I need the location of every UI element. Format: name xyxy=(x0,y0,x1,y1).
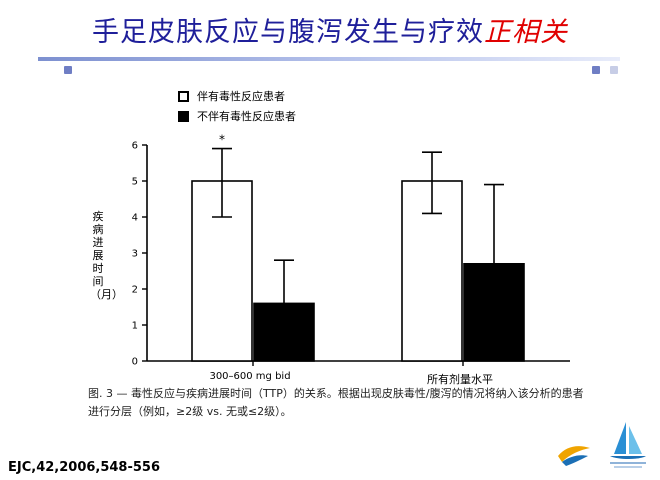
x-category-label: 所有剂量水平 xyxy=(427,373,493,386)
rule-dot xyxy=(610,66,618,74)
bar xyxy=(463,262,525,362)
figure-caption: 图. 3 — 毒性反应与疾病进展时间（TTP）的关系。根据出现皮肤毒性/腹泻的情… xyxy=(88,387,584,418)
title-rule xyxy=(38,57,620,61)
significance-marker: * xyxy=(219,133,225,147)
slide-title: 手足皮肤反应与腹泻发生与疗效正相关 xyxy=(0,10,660,49)
y-tick-label: 0 xyxy=(132,357,138,368)
y-tick-label: 5 xyxy=(132,177,138,188)
title-main: 手足皮肤反应与腹泻发生与疗效 xyxy=(92,17,484,48)
y-tick-label: 4 xyxy=(132,213,138,224)
y-tick-label: 6 xyxy=(132,141,138,152)
y-tick-label: 3 xyxy=(132,249,138,260)
rule-dot xyxy=(64,66,72,74)
y-tick-label: 2 xyxy=(132,285,138,296)
bar xyxy=(253,302,315,362)
legend-swatch-open xyxy=(178,90,189,102)
rule-dot xyxy=(592,66,600,74)
sail-logo xyxy=(610,422,646,468)
legend-label: 不伴有毒性反应患者 xyxy=(197,110,296,123)
title-emphasis: 正相关 xyxy=(484,17,568,48)
x-category-label: 300–600 mg bid xyxy=(209,371,291,382)
legend-swatch-filled xyxy=(178,110,189,122)
y-tick-label: 1 xyxy=(132,321,138,332)
legend-item-without-toxicity: 不伴有毒性反应患者 xyxy=(178,108,296,124)
conference-logo xyxy=(558,446,590,466)
legend-item-with-toxicity: 伴有毒性反应患者 xyxy=(178,88,285,104)
citation: EJC,42,2006,548-556 xyxy=(8,460,161,475)
legend-label: 伴有毒性反应患者 xyxy=(197,90,285,103)
